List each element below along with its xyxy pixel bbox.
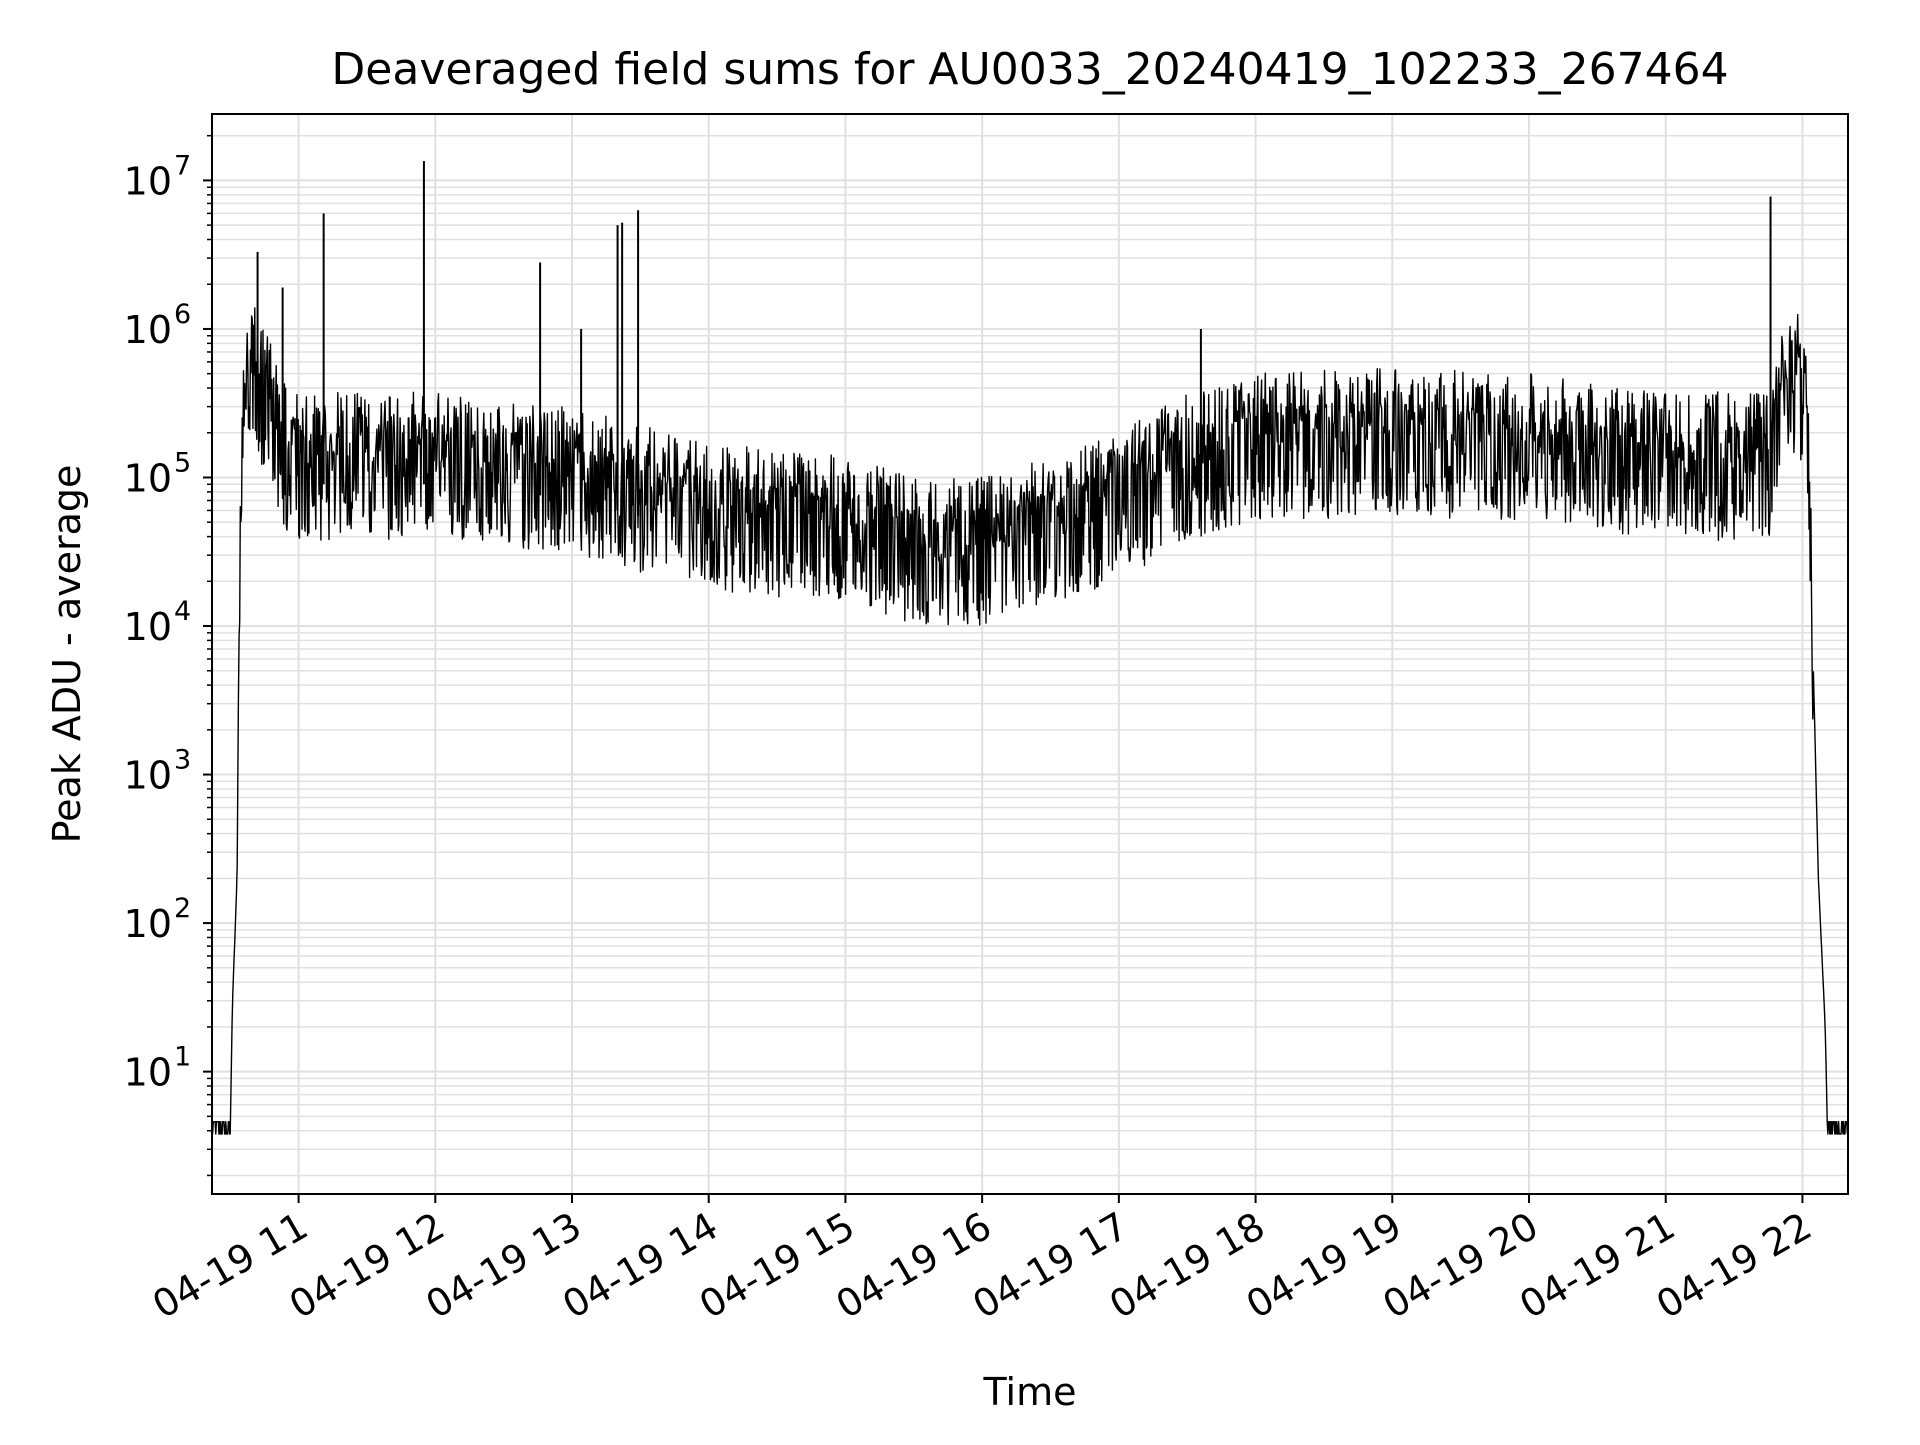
y-tick-exponent: 6 bbox=[174, 299, 191, 330]
y-tick-exponent: 2 bbox=[174, 893, 191, 924]
plot-frame bbox=[211, 113, 1849, 1195]
y-tick-label: 10 bbox=[124, 754, 172, 798]
y-axis-label: Peak ADU - average bbox=[45, 465, 89, 844]
grid bbox=[212, 114, 1848, 1194]
y-tick-exponent: 1 bbox=[174, 1042, 191, 1073]
y-tick-label: 10 bbox=[124, 308, 172, 352]
x-axis-label: Time bbox=[983, 1370, 1077, 1414]
y-tick-label: 10 bbox=[124, 456, 172, 500]
chart-title: Deaveraged field sums for AU0033_2024041… bbox=[331, 44, 1728, 95]
y-tick-label: 10 bbox=[124, 902, 172, 946]
y-tick-label: 10 bbox=[124, 605, 172, 649]
y-tick-exponent: 7 bbox=[174, 150, 191, 181]
data-series bbox=[211, 161, 1849, 1135]
y-tick-label: 10 bbox=[124, 159, 172, 203]
y-tick-exponent: 3 bbox=[174, 745, 191, 776]
series-line bbox=[211, 307, 1849, 1135]
y-tick-exponent: 4 bbox=[174, 596, 191, 627]
y-tick-exponent: 5 bbox=[174, 447, 191, 478]
y-tick-label: 10 bbox=[124, 1051, 172, 1095]
